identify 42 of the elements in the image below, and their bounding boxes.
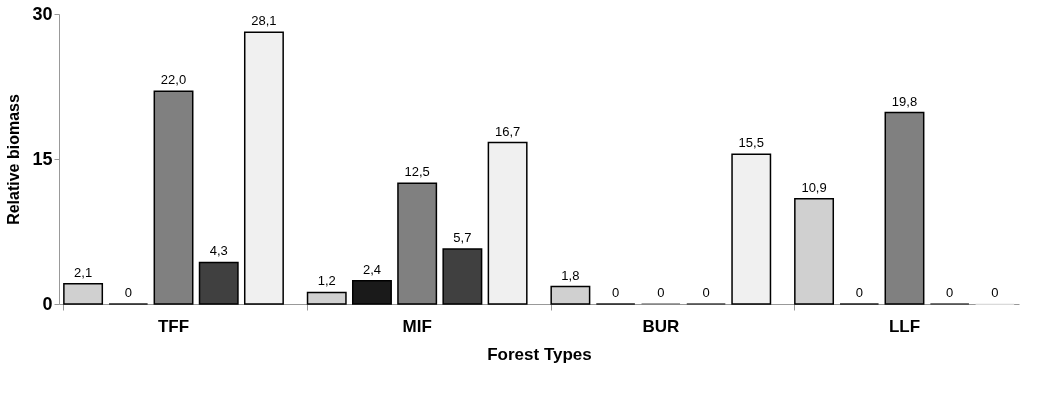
x-tick-label: TFF (157, 316, 190, 336)
bar (550, 285, 591, 305)
bar (198, 261, 239, 305)
bar (487, 141, 528, 305)
data-label: 5,7 (453, 229, 472, 245)
y-axis-title: Relative biomass (5, 94, 23, 225)
bar (153, 90, 194, 305)
bar (63, 282, 104, 305)
data-label: 10,9 (801, 179, 827, 195)
data-label: 0 (124, 285, 132, 300)
data-label: 22,0 (160, 72, 187, 88)
bar (794, 197, 835, 305)
data-label: 1,2 (317, 273, 336, 289)
bar (442, 248, 483, 305)
data-label: 28,1 (251, 13, 277, 29)
x-tick-label: LLF (888, 316, 921, 336)
data-label: 15,5 (738, 135, 764, 151)
data-label: 0 (657, 285, 665, 300)
bar (243, 31, 284, 305)
data-label: 4,3 (209, 243, 228, 259)
data-label: 2,1 (74, 264, 93, 280)
y-tick-label: 15 (32, 148, 53, 169)
x-axis-title: Forest Types (487, 344, 592, 364)
data-label: 2,4 (362, 261, 381, 277)
data-label: 0 (991, 285, 999, 300)
data-label: 0 (855, 285, 863, 300)
data-label: 19,8 (891, 93, 918, 109)
bar (351, 280, 392, 305)
data-label: 12,5 (404, 164, 430, 180)
data-label: 0 (702, 285, 710, 300)
bar (306, 291, 347, 305)
data-label: 1,8 (561, 267, 580, 283)
bar (731, 153, 772, 305)
bar (884, 111, 925, 305)
bar (397, 182, 438, 305)
y-tick-label: 0 (42, 293, 53, 314)
data-label: 16,7 (494, 123, 521, 139)
y-tick-label: 30 (32, 3, 53, 24)
x-tick-label: BUR (642, 316, 680, 336)
data-label: 0 (612, 285, 620, 300)
x-tick-label: MIF (402, 316, 432, 336)
data-label: 0 (946, 285, 954, 300)
